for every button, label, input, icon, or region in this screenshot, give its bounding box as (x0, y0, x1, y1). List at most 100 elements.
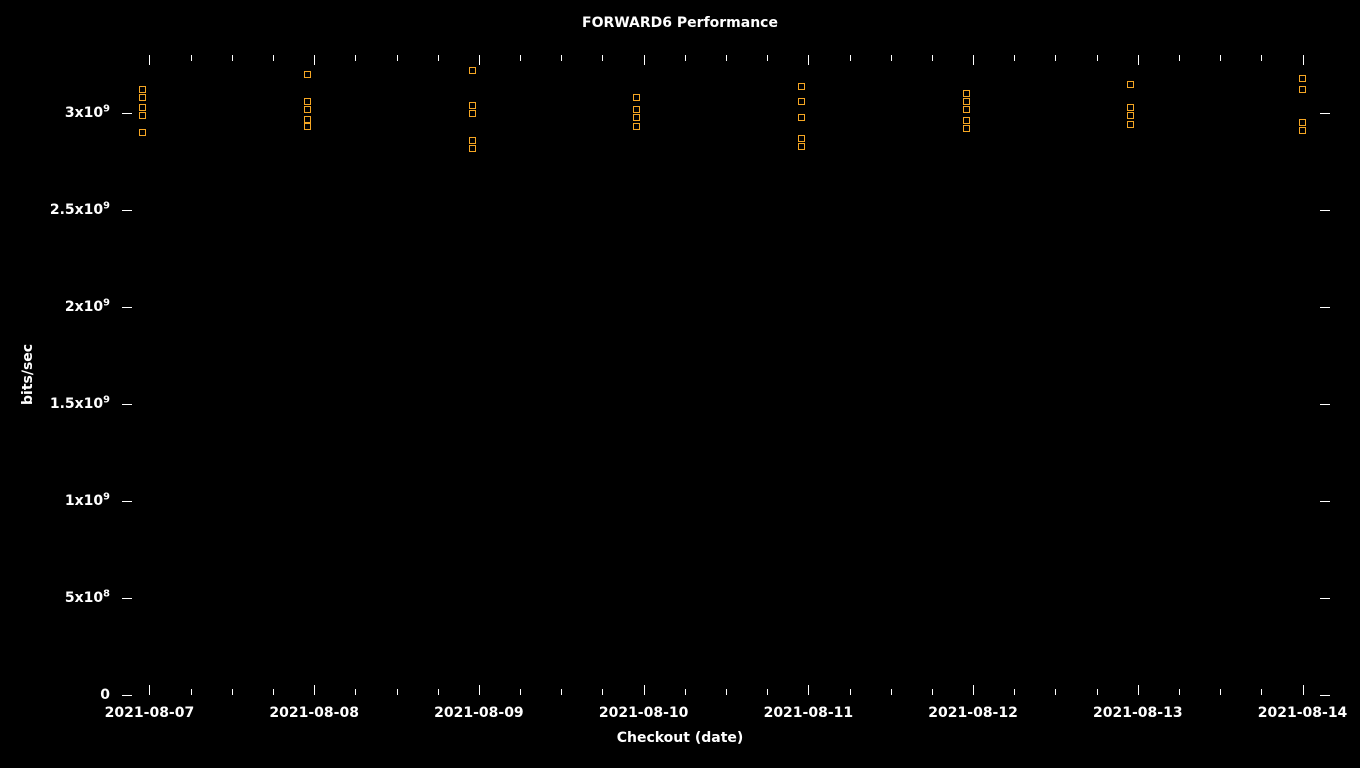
y-tick-label: 1.5x109 (50, 396, 110, 412)
data-point (963, 117, 970, 124)
y-major-tick (122, 598, 132, 599)
x-major-tick (479, 55, 480, 65)
x-minor-tick (273, 55, 274, 61)
x-minor-tick (602, 55, 603, 61)
x-minor-tick (1179, 689, 1180, 695)
performance-chart: FORWARD6 Performance bits/sec Checkout (… (0, 0, 1360, 768)
x-minor-tick (191, 55, 192, 61)
x-minor-tick (520, 689, 521, 695)
data-point (1299, 86, 1306, 93)
data-point (469, 67, 476, 74)
y-major-tick (1320, 113, 1330, 114)
x-minor-tick (1261, 689, 1262, 695)
x-tick-label: 2021-08-10 (599, 705, 689, 721)
x-axis-label: Checkout (date) (0, 730, 1360, 746)
x-minor-tick (685, 689, 686, 695)
data-point (469, 102, 476, 109)
data-point (963, 90, 970, 97)
x-minor-tick (726, 55, 727, 61)
data-point (139, 129, 146, 136)
y-tick-label: 5x108 (65, 590, 110, 606)
data-point (469, 137, 476, 144)
y-major-tick (1320, 695, 1330, 696)
y-major-tick (122, 210, 132, 211)
y-major-tick (1320, 598, 1330, 599)
x-minor-tick (520, 55, 521, 61)
data-point (1127, 104, 1134, 111)
x-tick-label: 2021-08-13 (1093, 705, 1183, 721)
x-minor-tick (1014, 689, 1015, 695)
y-major-tick (122, 501, 132, 502)
x-minor-tick (1179, 55, 1180, 61)
data-point (963, 106, 970, 113)
y-major-tick (122, 113, 132, 114)
x-major-tick (149, 55, 150, 65)
data-point (304, 98, 311, 105)
y-major-tick (1320, 501, 1330, 502)
x-minor-tick (355, 689, 356, 695)
x-major-tick (973, 685, 974, 695)
x-minor-tick (397, 55, 398, 61)
x-minor-tick (602, 689, 603, 695)
x-major-tick (808, 55, 809, 65)
data-point (304, 123, 311, 130)
x-major-tick (1303, 685, 1304, 695)
data-point (469, 110, 476, 117)
chart-title: FORWARD6 Performance (0, 15, 1360, 31)
x-minor-tick (1055, 689, 1056, 695)
x-minor-tick (1055, 55, 1056, 61)
y-major-tick (122, 404, 132, 405)
data-point (139, 94, 146, 101)
x-minor-tick (891, 689, 892, 695)
data-point (633, 114, 640, 121)
data-point (1127, 121, 1134, 128)
data-point (1299, 127, 1306, 134)
x-minor-tick (355, 55, 356, 61)
data-point (1299, 119, 1306, 126)
data-point (963, 125, 970, 132)
x-minor-tick (438, 55, 439, 61)
data-point (304, 116, 311, 123)
x-minor-tick (850, 689, 851, 695)
x-minor-tick (1097, 689, 1098, 695)
x-minor-tick (273, 689, 274, 695)
x-minor-tick (1014, 55, 1015, 61)
x-tick-label: 2021-08-09 (434, 705, 524, 721)
x-major-tick (314, 685, 315, 695)
x-minor-tick (932, 689, 933, 695)
y-tick-label: 1x109 (65, 493, 110, 509)
plot-area (122, 55, 1330, 695)
x-major-tick (644, 685, 645, 695)
y-major-tick (1320, 307, 1330, 308)
y-tick-label: 2x109 (65, 299, 110, 315)
y-major-tick (122, 695, 132, 696)
x-tick-label: 2021-08-14 (1258, 705, 1348, 721)
data-point (1127, 112, 1134, 119)
data-point (633, 106, 640, 113)
x-minor-tick (561, 55, 562, 61)
y-tick-label: 0 (100, 687, 110, 703)
x-major-tick (808, 685, 809, 695)
data-point (1127, 81, 1134, 88)
x-tick-label: 2021-08-07 (105, 705, 195, 721)
y-tick-label: 2.5x109 (50, 202, 110, 218)
x-minor-tick (397, 689, 398, 695)
x-minor-tick (232, 689, 233, 695)
data-point (798, 98, 805, 105)
y-major-tick (1320, 404, 1330, 405)
data-point (633, 94, 640, 101)
data-point (633, 123, 640, 130)
x-minor-tick (1097, 55, 1098, 61)
data-point (139, 112, 146, 119)
data-point (304, 71, 311, 78)
x-minor-tick (232, 55, 233, 61)
x-minor-tick (1261, 55, 1262, 61)
data-point (139, 104, 146, 111)
data-point (469, 145, 476, 152)
y-tick-label: 3x109 (65, 105, 110, 121)
data-point (798, 143, 805, 150)
y-major-tick (122, 307, 132, 308)
x-minor-tick (685, 55, 686, 61)
data-point (139, 86, 146, 93)
x-tick-label: 2021-08-11 (764, 705, 854, 721)
